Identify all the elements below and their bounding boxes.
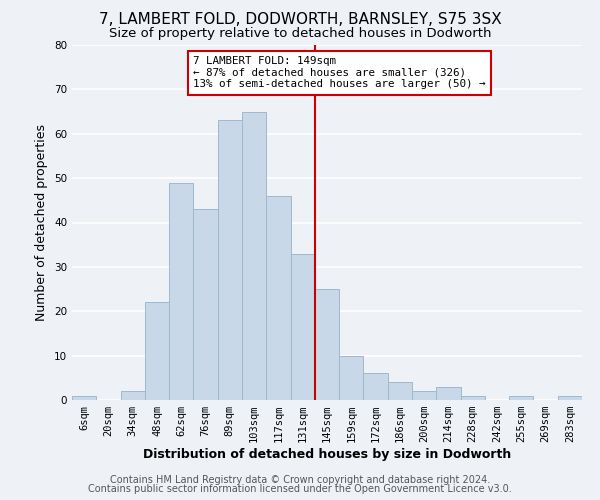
- Y-axis label: Number of detached properties: Number of detached properties: [35, 124, 49, 321]
- Text: Contains public sector information licensed under the Open Government Licence v3: Contains public sector information licen…: [88, 484, 512, 494]
- Text: 7, LAMBERT FOLD, DODWORTH, BARNSLEY, S75 3SX: 7, LAMBERT FOLD, DODWORTH, BARNSLEY, S75…: [98, 12, 502, 28]
- Bar: [169, 182, 193, 400]
- Bar: [72, 396, 96, 400]
- Bar: [242, 112, 266, 400]
- Bar: [388, 382, 412, 400]
- Bar: [461, 396, 485, 400]
- X-axis label: Distribution of detached houses by size in Dodworth: Distribution of detached houses by size …: [143, 448, 511, 461]
- Bar: [364, 374, 388, 400]
- Bar: [412, 391, 436, 400]
- Text: Size of property relative to detached houses in Dodworth: Size of property relative to detached ho…: [109, 28, 491, 40]
- Bar: [121, 391, 145, 400]
- Bar: [290, 254, 315, 400]
- Bar: [193, 209, 218, 400]
- Bar: [266, 196, 290, 400]
- Bar: [145, 302, 169, 400]
- Bar: [558, 396, 582, 400]
- Text: Contains HM Land Registry data © Crown copyright and database right 2024.: Contains HM Land Registry data © Crown c…: [110, 475, 490, 485]
- Text: 7 LAMBERT FOLD: 149sqm
← 87% of detached houses are smaller (326)
13% of semi-de: 7 LAMBERT FOLD: 149sqm ← 87% of detached…: [193, 56, 486, 90]
- Bar: [509, 396, 533, 400]
- Bar: [218, 120, 242, 400]
- Bar: [339, 356, 364, 400]
- Bar: [436, 386, 461, 400]
- Bar: [315, 289, 339, 400]
